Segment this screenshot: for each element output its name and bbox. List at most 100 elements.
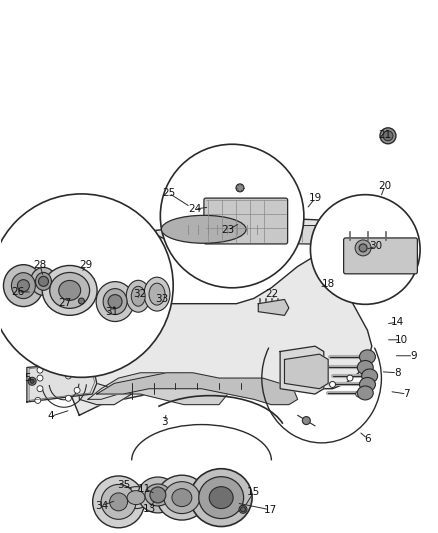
- Circle shape: [383, 131, 393, 141]
- Ellipse shape: [122, 487, 150, 508]
- Circle shape: [215, 216, 223, 224]
- Circle shape: [37, 367, 43, 373]
- Circle shape: [18, 280, 29, 292]
- Circle shape: [0, 194, 173, 377]
- Circle shape: [311, 195, 420, 304]
- Text: 19: 19: [308, 193, 321, 204]
- Ellipse shape: [103, 288, 127, 314]
- Polygon shape: [280, 346, 324, 394]
- Text: 10: 10: [395, 335, 408, 345]
- Ellipse shape: [164, 482, 200, 514]
- Text: 33: 33: [155, 294, 168, 304]
- Circle shape: [302, 417, 310, 425]
- Polygon shape: [258, 300, 289, 316]
- Text: 15: 15: [247, 487, 261, 497]
- Circle shape: [108, 295, 122, 309]
- Circle shape: [355, 240, 371, 256]
- Ellipse shape: [172, 489, 192, 506]
- Circle shape: [380, 128, 396, 144]
- Text: 28: 28: [33, 261, 46, 270]
- Text: 24: 24: [188, 204, 201, 214]
- Circle shape: [30, 379, 34, 383]
- Text: 25: 25: [162, 188, 175, 198]
- Circle shape: [65, 395, 71, 401]
- Ellipse shape: [360, 377, 375, 391]
- Ellipse shape: [42, 265, 97, 316]
- Circle shape: [347, 375, 353, 381]
- Text: 18: 18: [321, 279, 335, 288]
- Ellipse shape: [149, 283, 165, 305]
- Polygon shape: [162, 225, 381, 244]
- Circle shape: [240, 507, 246, 512]
- Circle shape: [74, 369, 80, 375]
- Circle shape: [239, 505, 247, 513]
- Text: 9: 9: [410, 351, 417, 361]
- Text: 3: 3: [161, 417, 168, 426]
- Text: 5: 5: [25, 373, 31, 383]
- Circle shape: [372, 220, 380, 228]
- Circle shape: [356, 391, 362, 397]
- Polygon shape: [27, 362, 97, 402]
- Ellipse shape: [157, 475, 207, 520]
- Circle shape: [160, 144, 304, 288]
- Text: 17: 17: [264, 505, 277, 515]
- Circle shape: [329, 382, 336, 387]
- Ellipse shape: [127, 491, 145, 505]
- Ellipse shape: [101, 484, 136, 519]
- Text: 26: 26: [11, 287, 25, 297]
- Polygon shape: [285, 354, 328, 389]
- Text: 20: 20: [378, 181, 392, 191]
- Circle shape: [272, 212, 288, 228]
- Circle shape: [236, 184, 244, 192]
- Ellipse shape: [59, 280, 81, 301]
- Polygon shape: [97, 373, 297, 405]
- Circle shape: [74, 387, 80, 393]
- Ellipse shape: [190, 469, 252, 527]
- Polygon shape: [88, 373, 228, 405]
- Ellipse shape: [93, 476, 145, 528]
- Polygon shape: [66, 256, 372, 415]
- Text: 27: 27: [59, 297, 72, 308]
- Ellipse shape: [144, 277, 170, 311]
- FancyBboxPatch shape: [344, 238, 417, 274]
- Text: 6: 6: [364, 434, 371, 443]
- Circle shape: [39, 277, 49, 286]
- Ellipse shape: [209, 487, 233, 508]
- Text: 32: 32: [133, 289, 146, 299]
- Circle shape: [35, 398, 41, 403]
- Ellipse shape: [357, 360, 373, 374]
- Ellipse shape: [31, 268, 57, 295]
- Text: 14: 14: [391, 317, 404, 327]
- Circle shape: [266, 206, 294, 234]
- Text: 8: 8: [394, 368, 400, 378]
- Circle shape: [65, 373, 71, 379]
- Polygon shape: [79, 383, 132, 405]
- Ellipse shape: [362, 369, 378, 383]
- Ellipse shape: [11, 273, 35, 298]
- Circle shape: [165, 225, 173, 233]
- Circle shape: [268, 215, 276, 223]
- Circle shape: [150, 487, 166, 503]
- Polygon shape: [155, 217, 394, 246]
- Ellipse shape: [131, 286, 145, 306]
- Ellipse shape: [35, 272, 51, 290]
- Ellipse shape: [138, 477, 178, 513]
- Circle shape: [320, 216, 328, 224]
- Text: 21: 21: [378, 130, 392, 140]
- Ellipse shape: [110, 493, 127, 511]
- Text: 35: 35: [117, 480, 131, 490]
- Text: 31: 31: [106, 307, 119, 317]
- Ellipse shape: [357, 386, 373, 400]
- Ellipse shape: [96, 281, 134, 321]
- Text: 23: 23: [221, 225, 234, 236]
- FancyBboxPatch shape: [204, 198, 288, 244]
- Ellipse shape: [50, 272, 90, 309]
- Text: 22: 22: [265, 289, 278, 299]
- Text: 11: 11: [138, 483, 152, 494]
- Circle shape: [37, 386, 43, 392]
- Text: 34: 34: [95, 500, 109, 511]
- Circle shape: [28, 377, 36, 385]
- Ellipse shape: [145, 484, 171, 506]
- Ellipse shape: [199, 477, 244, 519]
- Circle shape: [78, 298, 85, 304]
